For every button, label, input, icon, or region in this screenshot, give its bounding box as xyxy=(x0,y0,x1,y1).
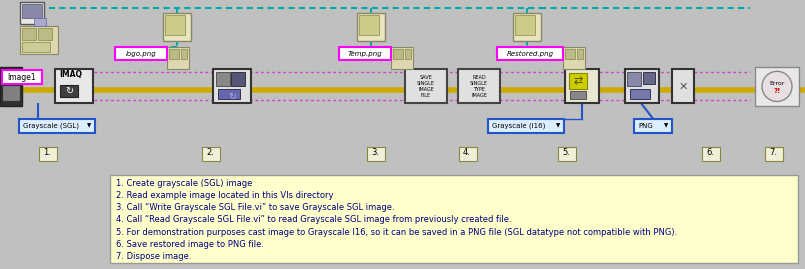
Text: ⇄: ⇄ xyxy=(573,76,583,86)
Bar xyxy=(627,72,641,86)
Bar xyxy=(213,69,251,104)
Text: IMAQ: IMAQ xyxy=(59,70,82,79)
Bar xyxy=(755,67,799,105)
Text: 2.: 2. xyxy=(206,148,214,157)
Text: 6. Save restored image to PNG file.: 6. Save restored image to PNG file. xyxy=(116,240,264,249)
Bar xyxy=(488,119,564,133)
Bar xyxy=(765,147,783,161)
Bar xyxy=(359,15,379,35)
Bar xyxy=(570,91,586,100)
Bar xyxy=(55,69,93,104)
Bar xyxy=(202,147,220,161)
Bar xyxy=(565,49,575,59)
Bar xyxy=(393,49,403,59)
Text: ?!: ?! xyxy=(774,89,781,94)
Bar xyxy=(672,69,694,104)
Bar xyxy=(625,69,659,104)
Text: 5. For demonstration purposes cast image to Grayscale I16, so it can be saved in: 5. For demonstration purposes cast image… xyxy=(116,228,677,237)
Bar xyxy=(0,67,22,105)
Bar xyxy=(115,47,167,60)
Bar xyxy=(367,147,385,161)
Bar xyxy=(3,70,19,84)
Text: 6.: 6. xyxy=(706,148,714,157)
Text: Error: Error xyxy=(770,81,785,86)
Bar xyxy=(216,72,230,86)
Text: logo.png: logo.png xyxy=(126,51,156,57)
Bar xyxy=(458,69,500,104)
Bar xyxy=(2,70,42,84)
Text: 5.: 5. xyxy=(562,148,570,157)
Bar xyxy=(3,86,19,101)
Bar xyxy=(169,49,179,59)
Bar xyxy=(60,86,78,97)
Bar xyxy=(20,26,58,54)
Text: 3. Call “Write Grayscale SGL File.vi” to save Grayscale SGL image.: 3. Call “Write Grayscale SGL File.vi” to… xyxy=(116,203,394,212)
Text: Temp.png: Temp.png xyxy=(348,51,382,57)
Bar xyxy=(702,147,720,161)
Text: ▼: ▼ xyxy=(555,123,560,128)
Bar xyxy=(22,42,50,52)
Text: ↻: ↻ xyxy=(228,93,236,102)
Bar xyxy=(405,49,411,59)
Bar xyxy=(22,28,36,40)
Bar xyxy=(459,147,477,161)
Bar xyxy=(515,15,535,35)
Text: ►: ► xyxy=(233,74,237,80)
Text: 1.: 1. xyxy=(43,148,51,157)
Text: Restored.png: Restored.png xyxy=(506,51,554,57)
Bar xyxy=(391,47,413,69)
Text: 4. Call “Read Grayscale SGL File.vi” to read Grayscale SGL image from previously: 4. Call “Read Grayscale SGL File.vi” to … xyxy=(116,215,512,225)
Text: ▼: ▼ xyxy=(87,123,91,128)
Bar xyxy=(167,47,189,69)
Text: PNG: PNG xyxy=(638,123,653,129)
Bar xyxy=(630,89,650,100)
Bar xyxy=(231,72,245,86)
Text: 2. Read example image located in this VIs directory: 2. Read example image located in this VI… xyxy=(116,191,333,200)
Bar xyxy=(643,72,655,84)
Text: ▼: ▼ xyxy=(664,123,668,128)
Bar xyxy=(634,119,672,133)
Text: 7. Dispose image.: 7. Dispose image. xyxy=(116,252,192,261)
Text: 1. Create grayscale (SGL) image: 1. Create grayscale (SGL) image xyxy=(116,179,253,188)
Bar xyxy=(34,18,46,26)
Text: Grayscale (SGL): Grayscale (SGL) xyxy=(23,122,79,129)
Bar xyxy=(513,13,541,41)
Bar xyxy=(38,28,52,40)
Text: Image1: Image1 xyxy=(8,73,36,82)
Bar xyxy=(22,4,42,18)
Bar xyxy=(405,69,447,104)
Text: 3.: 3. xyxy=(371,148,379,157)
Bar xyxy=(165,15,185,35)
Text: 7.: 7. xyxy=(769,148,777,157)
Bar xyxy=(181,49,187,59)
Bar xyxy=(339,47,391,60)
Text: READ
SINGLE
TYPE
IMAGE: READ SINGLE TYPE IMAGE xyxy=(470,75,488,98)
Bar xyxy=(163,13,191,41)
Bar xyxy=(565,69,599,104)
Bar xyxy=(357,13,385,41)
Bar xyxy=(569,73,587,89)
Bar xyxy=(20,2,44,24)
Circle shape xyxy=(762,71,792,101)
Bar xyxy=(39,147,57,161)
Bar xyxy=(558,147,576,161)
Bar xyxy=(577,49,583,59)
Text: Grayscale (I16): Grayscale (I16) xyxy=(492,122,545,129)
Bar xyxy=(563,47,585,69)
Bar xyxy=(218,89,240,100)
Bar xyxy=(19,119,95,133)
Bar xyxy=(20,0,70,50)
Text: SAVE
SINGLE
IMAGE
FILE: SAVE SINGLE IMAGE FILE xyxy=(417,75,435,98)
Text: ✕: ✕ xyxy=(679,82,687,91)
Bar xyxy=(110,175,798,263)
Text: 4.: 4. xyxy=(463,148,471,157)
Text: ↻: ↻ xyxy=(65,86,73,96)
Bar xyxy=(497,47,563,60)
